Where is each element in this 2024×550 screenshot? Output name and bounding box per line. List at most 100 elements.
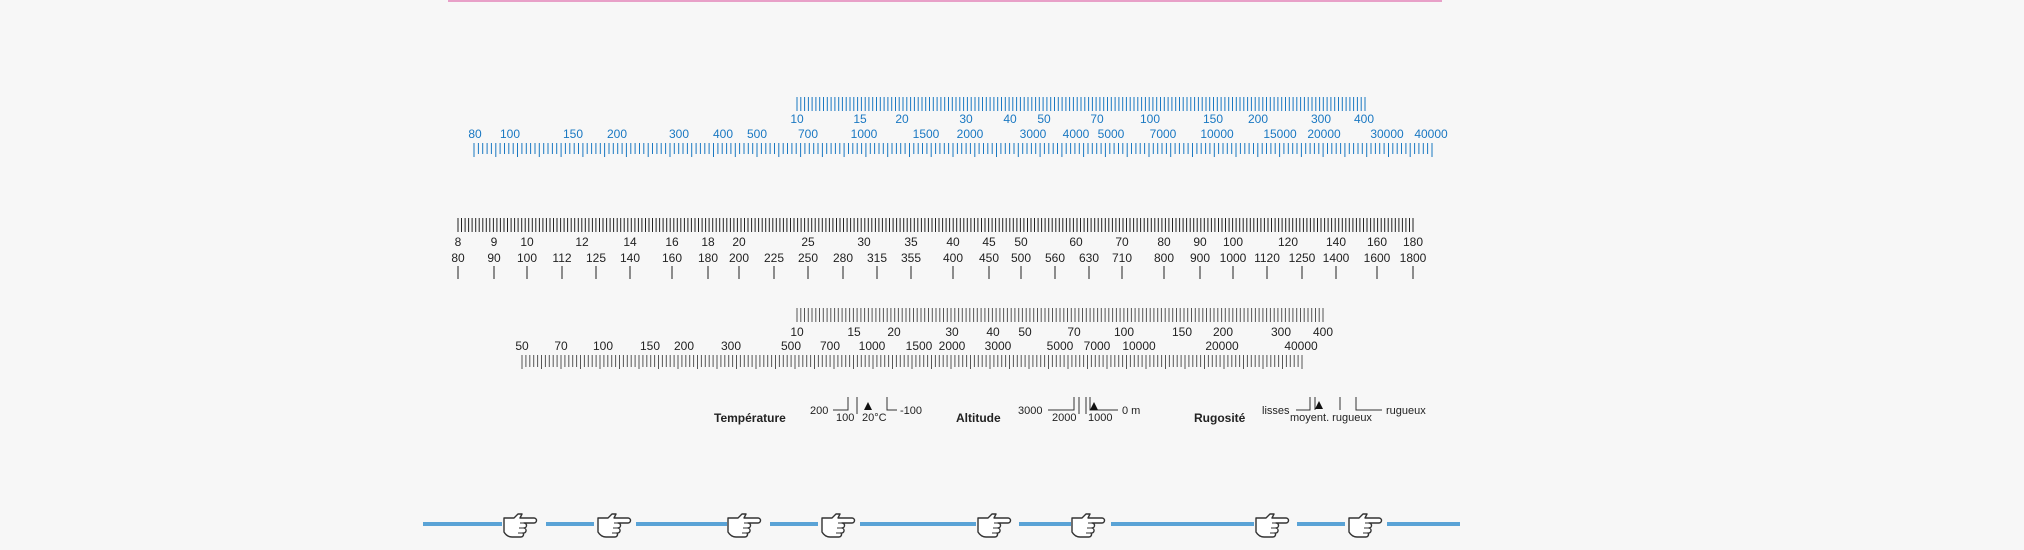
- temperature-20c: 20°C: [862, 412, 887, 424]
- blue-mid-label: 10000: [1200, 127, 1234, 141]
- black-top-label: 45: [982, 235, 996, 249]
- gray-top-label: 10: [790, 325, 804, 339]
- gray-top-label: 50: [1018, 325, 1032, 339]
- altitude-legend: Altitude 3000 2000 1000 0 m: [956, 397, 1140, 425]
- black-bottom-label: 180: [698, 251, 718, 265]
- gray-bottom-label: 40000: [1284, 339, 1318, 353]
- blue-mid-label: 5000: [1098, 127, 1125, 141]
- altitude-3000: 3000: [1018, 405, 1042, 417]
- gray-bottom-label: 100: [593, 339, 613, 353]
- roughness-moyent: moyent. rugueux: [1290, 412, 1372, 424]
- hand-pointing-right-icon: [821, 513, 856, 538]
- blue-left-label: 300: [669, 127, 689, 141]
- blue-top-label: 20: [895, 112, 909, 126]
- gray-bottom-label: 150: [640, 339, 660, 353]
- roughness-tick-lines: [1296, 397, 1382, 411]
- blue-top-label: 150: [1203, 112, 1223, 126]
- gray-top-label: 150: [1172, 325, 1192, 339]
- top-pink-rule: [448, 0, 1442, 2]
- blue-mid-label: 4000: [1063, 127, 1090, 141]
- gray-top-label: 400: [1313, 325, 1333, 339]
- gray-top-label: 100: [1114, 325, 1134, 339]
- blue-left-label: 200: [607, 127, 627, 141]
- gray-bottom-label: 700: [820, 339, 840, 353]
- black-bottom-label: 1250: [1289, 251, 1316, 265]
- black-bottom-label: 200: [729, 251, 749, 265]
- black-bottom-label: 225: [764, 251, 784, 265]
- black-bottom-label: 1600: [1364, 251, 1391, 265]
- black-bottom-label: 500: [1011, 251, 1031, 265]
- black-top-label: 50: [1014, 235, 1028, 249]
- gray-bottom-label: 1000: [859, 339, 886, 353]
- black-top-label: 14: [623, 235, 637, 249]
- black-top-label: 9: [491, 235, 498, 249]
- black-bottom-label: 1800: [1400, 251, 1427, 265]
- blue-top-label: 200: [1248, 112, 1268, 126]
- black-bottom-label: 140: [620, 251, 640, 265]
- roughness-legend: Rugosité lisses moyent. rugueux rugueux: [1194, 397, 1426, 425]
- gray-bottom-label: 1500: [906, 339, 933, 353]
- blue-top-label: 40: [1003, 112, 1017, 126]
- gray-top-label: 40: [986, 325, 1000, 339]
- hand-pointing-right-icon: [1348, 513, 1383, 538]
- black-top-label: 10: [520, 235, 534, 249]
- blue-left-label: 100: [500, 127, 520, 141]
- hand-pointing-right-icon: [727, 513, 762, 538]
- blue-mid-label: 40000: [1414, 127, 1448, 141]
- gray-bottom-label: 300: [721, 339, 741, 353]
- blue-top-label: 70: [1090, 112, 1104, 126]
- black-top-label: 12: [575, 235, 589, 249]
- gray-bottom-label: 500: [781, 339, 801, 353]
- black-scale: 8 9 10 12 14 16 18 20 25 30 35 40 45 50 60 70 80 90 100 120…: [451, 218, 1427, 279]
- black-top-label: 25: [801, 235, 815, 249]
- blue-mid-label: 7000: [1150, 127, 1177, 141]
- altitude-0m: 0 m: [1122, 405, 1140, 417]
- blue-top-label: 300: [1311, 112, 1331, 126]
- blue-left-label: 80: [468, 127, 482, 141]
- black-top-label: 35: [904, 235, 918, 249]
- altitude-pointer-icon: [1090, 402, 1098, 410]
- gray-top-label: 15: [847, 325, 861, 339]
- blue-top-label: 30: [959, 112, 973, 126]
- black-top-label: 8: [455, 235, 462, 249]
- gray-top-label: 70: [1067, 325, 1081, 339]
- black-bottom-label: 400: [943, 251, 963, 265]
- black-bottom-label: 560: [1045, 251, 1065, 265]
- black-bottom-label: 900: [1190, 251, 1210, 265]
- blue-top-label: 100: [1140, 112, 1160, 126]
- black-top-label: 160: [1367, 235, 1387, 249]
- gray-top-label: 20: [887, 325, 901, 339]
- black-bottom-label: 800: [1154, 251, 1174, 265]
- black-bottom-label: 250: [798, 251, 818, 265]
- temperature-200: 200: [810, 405, 828, 417]
- blue-top-label: 10: [790, 112, 804, 126]
- black-bottom-label: 355: [901, 251, 921, 265]
- temperature-tick-lines: [833, 397, 897, 414]
- blue-mid-label: 3000: [1020, 127, 1047, 141]
- black-bottom-label: 100: [517, 251, 537, 265]
- roughness-rugueux: rugueux: [1386, 405, 1426, 417]
- bottom-cut-line: [423, 513, 1460, 538]
- black-bottom-label: 450: [979, 251, 999, 265]
- temperature-pointer-icon: [864, 402, 872, 410]
- blue-left-label: 400: [713, 127, 733, 141]
- blue-left-label: 150: [563, 127, 583, 141]
- gray-bottom-label: 7000: [1084, 339, 1111, 353]
- black-top-label: 140: [1326, 235, 1346, 249]
- gray-bottom-label: 2000: [939, 339, 966, 353]
- hand-pointing-right-icon: [597, 513, 632, 538]
- gray-top-label: 300: [1271, 325, 1291, 339]
- black-bottom-label: 1000: [1220, 251, 1247, 265]
- black-bottom-label: 630: [1079, 251, 1099, 265]
- gray-bottom-label: 5000: [1047, 339, 1074, 353]
- black-top-label: 20: [732, 235, 746, 249]
- blue-mid-label: 2000: [957, 127, 984, 141]
- gray-scale: 10 15 20 30 40 50 70 100 150 200 300 400 50 70 100 150 2…: [515, 308, 1333, 369]
- black-bottom-label: 1400: [1323, 251, 1350, 265]
- gray-bottom-label: 70: [554, 339, 568, 353]
- temperature-title: Température: [714, 411, 786, 425]
- black-top-label: 80: [1157, 235, 1171, 249]
- temperature-100: 100: [836, 412, 854, 424]
- roughness-pointer-icon: [1315, 401, 1323, 409]
